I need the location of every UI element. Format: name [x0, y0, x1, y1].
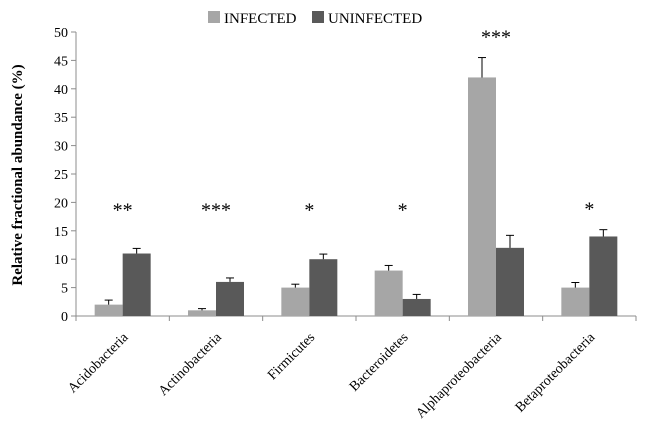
y-tick-label: 25: [54, 168, 68, 183]
category-label: Firmicutes: [265, 330, 318, 383]
bar-infected-bacteroidetes: [374, 270, 403, 316]
y-axis: 0 5 10 15 20 25 30 35 40 45 50: [54, 26, 77, 325]
bars-layer: [94, 77, 618, 316]
legend: INFECTED UNINFECTED: [208, 11, 422, 27]
significance-layer: ** *** * *****: [113, 27, 595, 222]
significance-marker: ***: [201, 200, 231, 222]
bar-uninfected-betaproteobacteria: [589, 236, 618, 316]
significance-marker: ***: [481, 27, 511, 49]
legend-swatch-infected: [208, 11, 220, 23]
legend-label-uninfected: UNINFECTED: [328, 11, 422, 27]
y-tick-label: 0: [61, 310, 68, 325]
category-labels-layer: Acidobacteria Actinobacteria Firmicutes Bac…: [65, 330, 598, 422]
bar-infected-actinobacteria: [188, 310, 216, 316]
y-tick-label: 40: [54, 83, 68, 98]
category-label: Alphaproteobacteria: [413, 330, 505, 422]
category-label: Actinobacteria: [156, 330, 225, 399]
category-label: Bacteroidetes: [347, 330, 411, 394]
bar-uninfected-bacteroidetes: [402, 298, 431, 316]
y-tick-label: 35: [54, 111, 68, 126]
bar-infected-betaproteobacteria: [561, 287, 590, 316]
y-tick-label: 15: [54, 225, 68, 240]
bar-uninfected-actinobacteria: [216, 281, 244, 316]
bar-uninfected-alphaproteobacteria: [496, 247, 524, 316]
bar-uninfected-acidobacteria: [122, 253, 151, 316]
legend-label-infected: INFECTED: [224, 11, 297, 27]
bar-infected-alphaproteobacteria: [468, 77, 496, 316]
significance-marker: *: [304, 200, 314, 222]
y-tick-label: 30: [54, 140, 68, 155]
significance-marker: **: [113, 200, 133, 222]
y-tick-label: 45: [54, 54, 68, 69]
bar-uninfected-firmicutes: [309, 259, 338, 316]
y-tick-label: 10: [54, 253, 68, 268]
x-axis: [75, 315, 637, 321]
category-label: Acidobacteria: [65, 330, 132, 397]
error-bars-layer: [104, 57, 608, 311]
category-label: Betaproteobacteria: [513, 330, 599, 416]
y-tick-label: 50: [54, 26, 68, 41]
y-tick-label: 20: [54, 196, 68, 211]
legend-swatch-uninfected: [312, 11, 324, 23]
bar-infected-firmicutes: [281, 287, 310, 316]
y-tick-label: 5: [61, 282, 68, 297]
significance-marker: *: [398, 200, 408, 222]
significance-marker: *: [584, 199, 594, 221]
y-axis-title: Relative fractional abundance (%): [10, 64, 26, 285]
bar-infected-acidobacteria: [94, 304, 123, 316]
